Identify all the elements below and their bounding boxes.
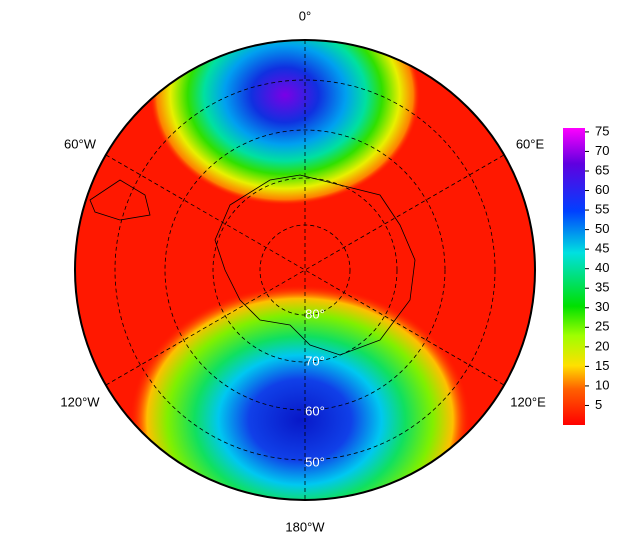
colorbar-tick-label: 5 — [595, 397, 602, 412]
colorbar-tick-label: 40 — [595, 260, 609, 275]
colorbar-tick-label: 35 — [595, 280, 609, 295]
lat-label: 70° — [305, 353, 325, 368]
lat-label: 60° — [305, 403, 325, 418]
colorbar — [563, 128, 585, 425]
lon-label: 180°W — [285, 519, 325, 534]
colorbar-tick-label: 55 — [595, 202, 609, 217]
graticule — [74, 39, 536, 501]
lon-label: 60°E — [516, 136, 545, 151]
lon-label: 120°W — [60, 394, 100, 409]
colorbar-tick-label: 30 — [595, 299, 609, 314]
colorbar-tick-label: 65 — [595, 162, 609, 177]
colorbar-tick-label: 75 — [595, 123, 609, 138]
lon-label: 120°E — [510, 394, 546, 409]
colorbar-tick-label: 70 — [595, 143, 609, 158]
colorbar-tick-label: 25 — [595, 319, 609, 334]
colorbar-tick-label: 15 — [595, 358, 609, 373]
lon-label: 60°W — [64, 136, 97, 151]
colorbar-tick-label: 50 — [595, 221, 609, 236]
colorbar-tick-label: 45 — [595, 241, 609, 256]
colorbar-tick-label: 60 — [595, 182, 609, 197]
colorbar-tick-label: 10 — [595, 377, 609, 392]
lat-label: 50° — [305, 454, 325, 469]
lon-label: 0° — [299, 8, 311, 23]
lat-label: 80° — [305, 306, 325, 321]
colorbar-tick-label: 20 — [595, 338, 609, 353]
